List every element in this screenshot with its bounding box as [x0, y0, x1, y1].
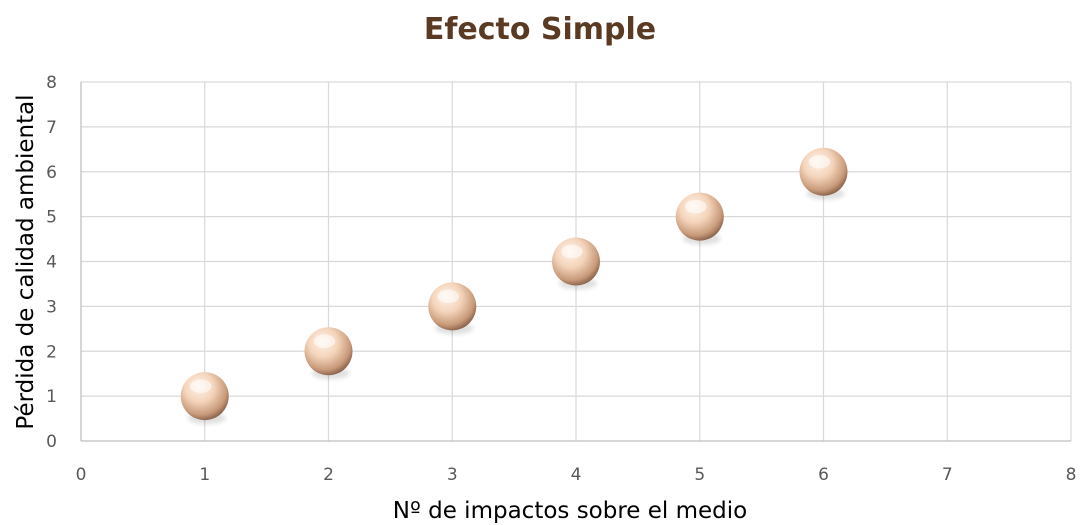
y-tick-label: 1	[46, 387, 57, 407]
data-point-highlight	[437, 289, 460, 304]
x-tick-label: 2	[323, 465, 334, 485]
data-point-sphere	[799, 147, 848, 196]
data-points	[180, 147, 848, 425]
data-point	[428, 282, 477, 335]
axes	[80, 82, 1071, 442]
x-tick-label: 8	[1066, 465, 1077, 485]
y-tick-label: 2	[46, 342, 57, 362]
data-point	[799, 147, 848, 200]
data-point-sphere	[180, 372, 229, 421]
y-tick-labels: 0 1 2 3 4 5 6 7 8	[46, 73, 57, 452]
x-tick-label: 7	[942, 465, 953, 485]
y-tick-label: 6	[46, 163, 57, 183]
y-tick-label: 4	[46, 253, 57, 273]
y-tick-label: 8	[46, 73, 57, 93]
data-point-sphere	[304, 327, 353, 376]
data-point	[304, 327, 353, 380]
x-tick-label: 5	[694, 465, 705, 485]
data-point-highlight	[313, 334, 336, 348]
chart-title: Efecto Simple	[424, 12, 656, 47]
y-tick-label: 7	[46, 118, 57, 138]
y-tick-label: 5	[46, 208, 57, 228]
data-point	[675, 192, 724, 245]
x-tick-label: 6	[818, 465, 829, 485]
x-axis-label: Nº de impactos sobre el medio	[393, 498, 747, 524]
y-axis-label: Pérdida de calidad ambiental	[13, 94, 39, 429]
y-tick-label: 0	[46, 432, 57, 452]
data-point-highlight	[808, 155, 831, 169]
y-tick-label: 3	[46, 297, 57, 317]
data-point	[552, 237, 600, 290]
x-tick-label: 3	[447, 465, 458, 485]
x-tick-label: 4	[571, 465, 582, 485]
data-point	[180, 372, 229, 425]
x-tick-labels: 0 1 2 3 4 5 6 7 8	[76, 465, 1077, 485]
data-point-highlight	[684, 199, 707, 214]
x-tick-label: 0	[76, 465, 87, 485]
grid-lines	[81, 81, 1072, 441]
data-point-sphere	[675, 192, 724, 241]
data-point-sphere	[428, 282, 477, 331]
data-point-highlight	[561, 244, 583, 259]
data-point-sphere	[552, 237, 600, 286]
data-point-highlight	[189, 379, 212, 393]
x-tick-label: 1	[199, 465, 210, 485]
